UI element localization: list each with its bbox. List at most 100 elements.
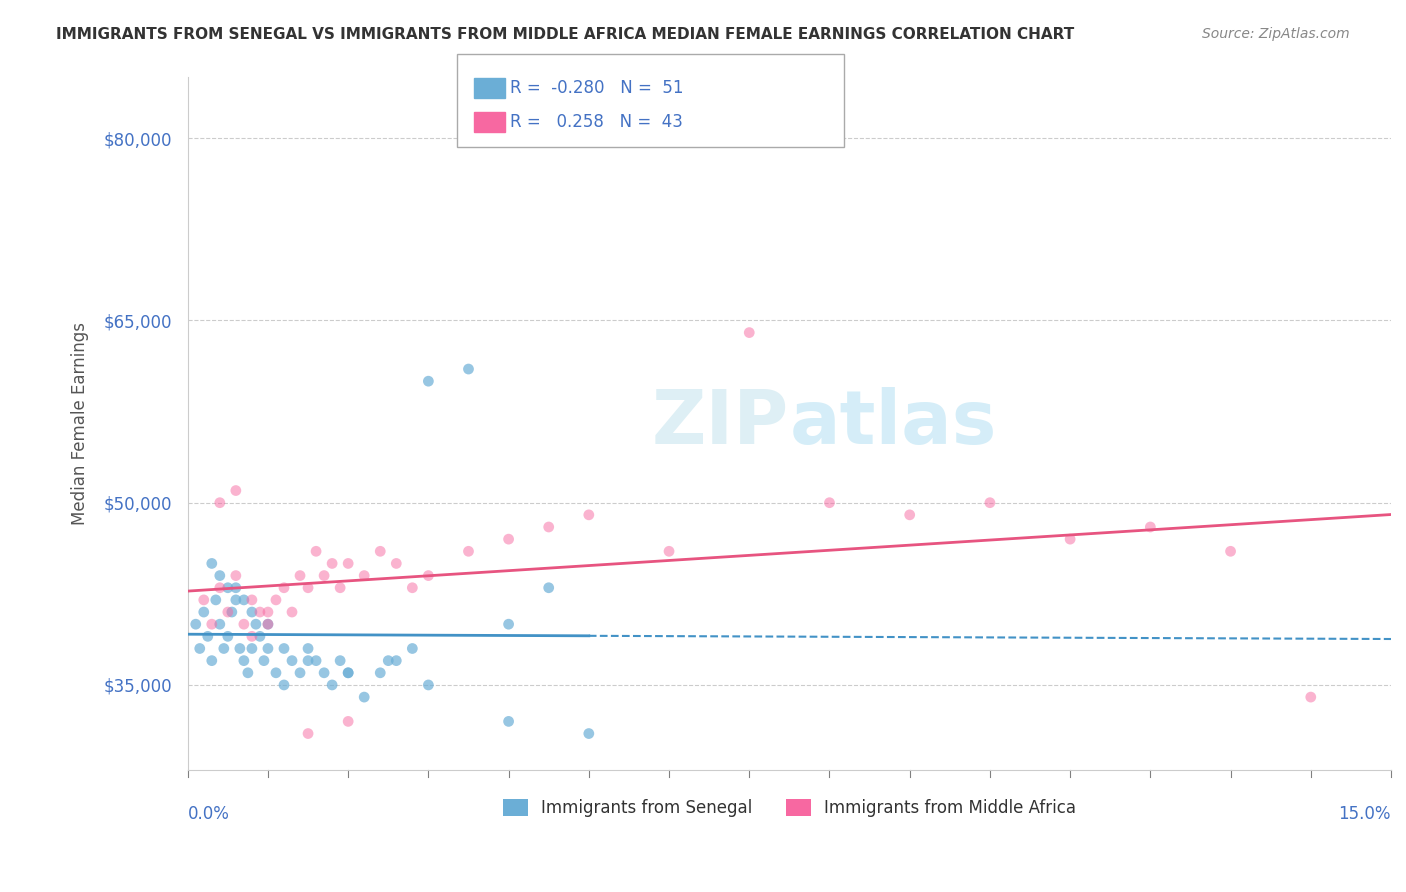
Y-axis label: Median Female Earnings: Median Female Earnings [72,322,89,525]
Text: IMMIGRANTS FROM SENEGAL VS IMMIGRANTS FROM MIDDLE AFRICA MEDIAN FEMALE EARNINGS : IMMIGRANTS FROM SENEGAL VS IMMIGRANTS FR… [56,27,1074,42]
Point [329,654,352,668]
Point [979,496,1001,510]
Point [288,665,311,680]
Point [1139,520,1161,534]
Point [240,605,263,619]
Point [457,544,479,558]
Point [385,557,408,571]
Point [1059,532,1081,546]
Point [498,714,520,729]
Point [208,617,231,632]
Point [232,593,254,607]
Point [385,654,408,668]
Point [257,617,280,632]
Text: 0.0%: 0.0% [188,805,229,822]
Point [249,629,271,643]
Point [368,665,391,680]
Point [337,665,360,680]
Point [217,581,239,595]
Point [212,641,235,656]
Point [337,665,360,680]
Point [314,568,336,582]
Point [273,678,295,692]
Point [184,617,207,632]
Point [321,678,343,692]
Point [738,326,761,340]
Point [297,641,319,656]
Point [297,726,319,740]
Point [208,496,231,510]
Point [217,605,239,619]
Point [818,496,841,510]
Point [329,581,352,595]
Point [1299,690,1322,704]
Point [204,593,226,607]
Point [377,654,399,668]
Point [229,641,252,656]
Point [232,654,254,668]
Point [498,617,520,632]
Point [898,508,921,522]
Point [221,605,243,619]
Point [401,641,423,656]
Point [1219,544,1241,558]
Point [288,568,311,582]
Point [208,568,231,582]
Point [537,581,560,595]
Point [578,726,600,740]
Point [236,665,259,680]
Point [257,605,280,619]
Point [240,641,263,656]
Point [225,568,247,582]
Point [257,617,280,632]
Text: R =   0.258   N =  43: R = 0.258 N = 43 [510,113,683,131]
Point [193,593,215,607]
Point [240,593,263,607]
Point [353,690,375,704]
Point [225,581,247,595]
Point [193,605,215,619]
Text: R =  -0.280   N =  51: R = -0.280 N = 51 [510,79,683,97]
Text: 15.0%: 15.0% [1339,805,1391,822]
Point [217,629,239,643]
Point [281,654,304,668]
Legend: Immigrants from Senegal, Immigrants from Middle Africa: Immigrants from Senegal, Immigrants from… [496,792,1083,824]
Point [201,617,224,632]
Point [225,593,247,607]
Point [232,617,254,632]
Point [537,520,560,534]
Point [264,593,287,607]
Point [197,629,219,643]
Point [264,665,287,680]
Point [418,678,440,692]
Point [418,374,440,388]
Point [457,362,479,376]
Point [418,568,440,582]
Point [273,581,295,595]
Point [201,654,224,668]
Point [337,557,360,571]
Point [208,581,231,595]
Point [273,641,295,656]
Point [498,532,520,546]
Text: Source: ZipAtlas.com: Source: ZipAtlas.com [1202,27,1350,41]
Point [245,617,267,632]
Point [314,665,336,680]
Point [281,605,304,619]
Point [253,654,276,668]
Point [337,714,360,729]
Text: ZIP: ZIP [652,387,789,460]
Point [240,629,263,643]
Point [305,654,328,668]
Point [297,581,319,595]
Point [257,641,280,656]
Point [321,557,343,571]
Point [297,654,319,668]
Point [225,483,247,498]
Text: atlas: atlas [789,387,997,460]
Point [305,544,328,558]
Point [188,641,211,656]
Point [249,605,271,619]
Point [658,544,681,558]
Point [401,581,423,595]
